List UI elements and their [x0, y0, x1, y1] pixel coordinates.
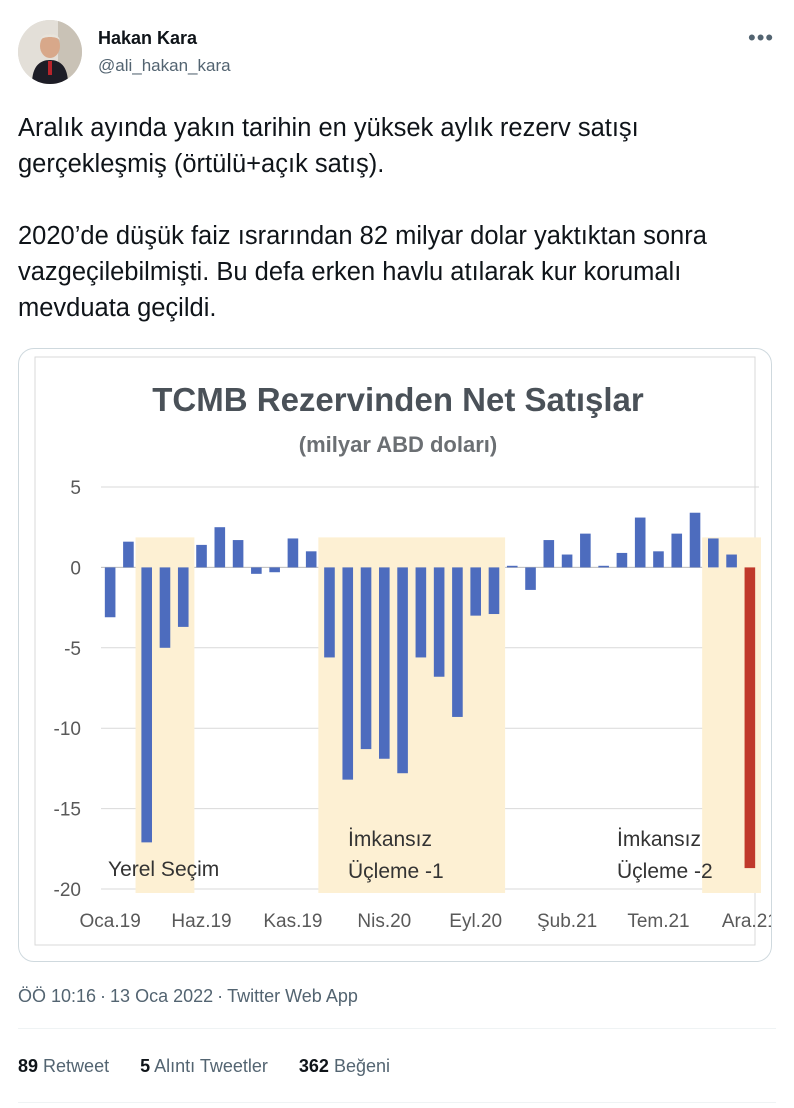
bar: [598, 565, 609, 568]
bar: [342, 567, 354, 780]
bar: [525, 567, 536, 590]
bar: [616, 552, 628, 568]
y-tick-label: -5: [64, 639, 81, 660]
tick-labels: 5 0 -5 -10 -15 -20 Oca.19 Haz.19 Kas.19 Nis.20 Eyl…: [54, 478, 771, 932]
bar: [470, 567, 481, 616]
like-label: Beğeni: [333, 1056, 391, 1076]
x-tick-label: Haz.19: [171, 911, 231, 932]
annotations: Yerel Seçim İmkansız Üçleme -1 İmkansız Üçle…: [108, 828, 713, 883]
tweet-time[interactable]: ÖÖ 10:16: [18, 986, 97, 1006]
retweet-count: 89: [18, 1056, 39, 1076]
bar: [653, 551, 664, 568]
annotation-label: Yerel Seçim: [108, 858, 219, 881]
bar: [452, 567, 463, 717]
x-tick-label: Oca.19: [80, 911, 141, 932]
bar: [543, 540, 555, 568]
bar: [196, 544, 207, 568]
bar: [708, 538, 719, 568]
bar: [123, 541, 134, 568]
chart-title: TCMB Rezervinden Net Satışlar: [152, 381, 644, 418]
quote-stat[interactable]: 5 Alıntı Tweetler: [140, 1056, 268, 1076]
y-tick-label: 0: [70, 558, 81, 579]
author-handle[interactable]: @ali_hakan_kara: [98, 56, 231, 75]
tweet-stats: 89 Retweet 5 Alıntı Tweetler 362 Beğeni: [18, 1056, 416, 1077]
bar: [561, 554, 573, 568]
y-tick-label: -20: [54, 880, 81, 901]
bar: [269, 567, 280, 573]
bar: [689, 512, 701, 568]
x-tick-label: Kas.19: [263, 911, 322, 932]
bar: [305, 551, 317, 568]
annotation-label: İmkansız: [348, 828, 432, 851]
y-tick-label: -15: [54, 800, 81, 821]
bar: [726, 554, 737, 568]
x-tick-label: Eyl.20: [449, 911, 502, 932]
bar: [232, 540, 244, 568]
bars: [104, 512, 756, 869]
more-horizontal-icon[interactable]: •••: [748, 25, 775, 50]
bar: [324, 567, 335, 658]
tweet-paragraph: Aralık ayında yakın tarihin en yüksek ay…: [18, 114, 639, 178]
chart-subtitle: (milyar ABD doları): [299, 432, 497, 457]
retweet-label: Retweet: [43, 1056, 110, 1076]
bar: [433, 567, 445, 677]
bar: [360, 567, 372, 750]
bar: [580, 533, 591, 568]
tweet-text: Aralık ayında yakın tarihin en yüksek ay…: [18, 110, 778, 326]
author-avatar[interactable]: [18, 20, 82, 84]
x-tick-label: Şub.21: [537, 911, 597, 932]
bar: [287, 538, 299, 568]
tweet-meta: ÖÖ 10:16 · 13 Oca 2022 · Twitter Web App: [18, 986, 358, 1006]
y-tick-label: 5: [70, 478, 81, 499]
tweet-media-chart[interactable]: TCMB Rezervinden Net Satışlar (milyar AB…: [18, 348, 772, 962]
bar: [159, 567, 171, 648]
bar: [214, 527, 226, 568]
like-count: 362: [298, 1056, 329, 1076]
tweet-date[interactable]: 13 Oca 2022: [110, 986, 214, 1006]
quote-label: Alıntı Tweetler: [154, 1056, 268, 1076]
bar: [177, 567, 189, 627]
divider: [18, 1102, 776, 1103]
bar-highlight: [744, 567, 756, 869]
divider: [18, 1028, 776, 1029]
like-stat[interactable]: 362 Beğeni: [299, 1056, 390, 1076]
bar-chart: TCMB Rezervinden Net Satışlar (milyar AB…: [34, 356, 771, 946]
tweet-source[interactable]: Twitter Web App: [227, 986, 358, 1006]
x-tick-label: Ara.21: [722, 911, 771, 932]
tweet-paragraph: 2020’de düşük faiz ısrarından 82 milyar …: [18, 222, 707, 322]
avatar-image: [18, 20, 82, 84]
bar: [251, 567, 262, 574]
bar: [415, 567, 427, 658]
author-name[interactable]: Hakan Kara: [98, 28, 198, 48]
bar: [141, 567, 152, 843]
bar: [379, 567, 390, 759]
y-tick-label: -10: [54, 719, 81, 740]
annotation-label: İmkansız: [617, 828, 701, 851]
retweet-stat[interactable]: 89 Retweet: [18, 1056, 109, 1076]
bar: [506, 565, 518, 568]
annotation-label: Üçleme -1: [348, 860, 444, 883]
bar: [104, 567, 116, 618]
bar: [397, 567, 408, 774]
x-tick-label: Nis.20: [357, 911, 411, 932]
bar: [671, 533, 683, 568]
bar: [488, 567, 500, 615]
bar: [634, 517, 646, 568]
x-tick-label: Tem.21: [627, 911, 689, 932]
quote-count: 5: [140, 1056, 151, 1076]
annotation-label: Üçleme -2: [617, 860, 713, 883]
